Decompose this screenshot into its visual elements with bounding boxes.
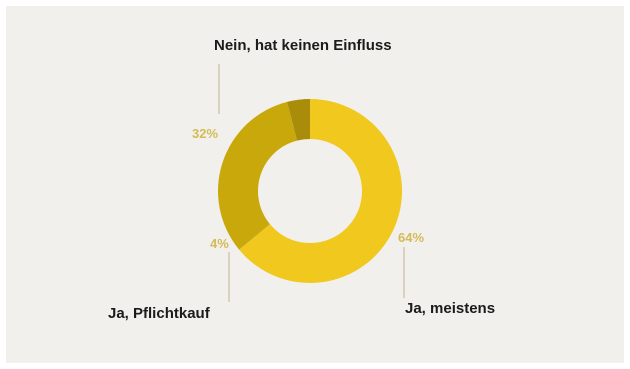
value-label-pflichtkauf: 4% <box>210 236 229 251</box>
slice-nein-hat-keinen-einfluss <box>218 101 298 250</box>
slice-ja-meistens <box>239 99 403 283</box>
slice-ja-pflichtkauf <box>287 99 310 141</box>
category-label-nein: Nein, hat keinen Einfluss <box>214 37 392 54</box>
category-label-pflichtkauf: Ja, Pflichtkauf <box>108 305 211 322</box>
value-label-ja-meistens: 64% <box>398 230 424 245</box>
category-label-ja-meistens: Ja, meistens <box>405 300 495 317</box>
value-label-nein: 32% <box>192 126 218 141</box>
chart-panel <box>6 6 624 363</box>
